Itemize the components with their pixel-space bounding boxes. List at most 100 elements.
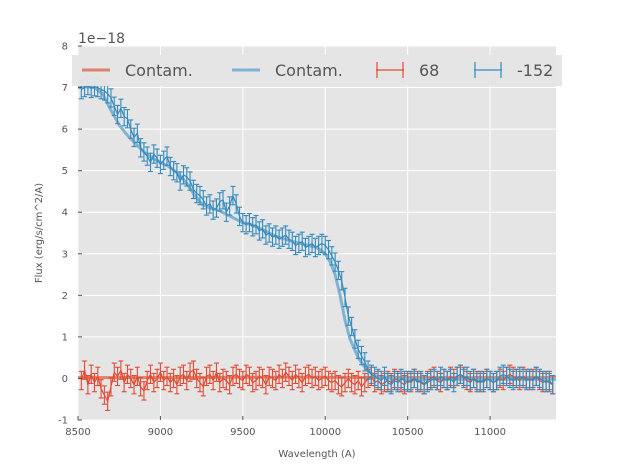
error-bar bbox=[362, 372, 368, 393]
error-bar bbox=[250, 217, 256, 237]
error-bar bbox=[82, 360, 88, 380]
error-bar bbox=[190, 179, 196, 200]
error-bar bbox=[299, 372, 305, 393]
y-tick-label: -1 bbox=[58, 416, 68, 427]
error-bar bbox=[227, 374, 233, 395]
error-bar bbox=[359, 377, 365, 397]
grid bbox=[77, 45, 556, 421]
y-axis-label: Flux (erg/s/cm^2/A) bbox=[34, 183, 45, 283]
error-bar bbox=[233, 194, 239, 214]
error-bar bbox=[141, 142, 147, 162]
error-bar bbox=[266, 366, 272, 387]
error-bar bbox=[111, 362, 117, 382]
error-bar bbox=[230, 185, 236, 206]
error-bar bbox=[289, 370, 295, 391]
error-bar bbox=[240, 212, 246, 233]
error-bar bbox=[108, 377, 114, 397]
plot-background bbox=[78, 46, 556, 420]
error-bar bbox=[451, 372, 457, 393]
error-bar bbox=[279, 227, 285, 247]
error-bar bbox=[546, 370, 552, 391]
error-bar bbox=[213, 198, 219, 218]
error-bar bbox=[177, 171, 183, 191]
error-bar bbox=[243, 364, 249, 384]
error-bar bbox=[256, 366, 262, 387]
error-bar bbox=[477, 370, 483, 391]
y-tick-label: 7 bbox=[62, 83, 68, 94]
error-bar bbox=[359, 345, 365, 366]
error-bar bbox=[148, 152, 154, 173]
error-bar bbox=[180, 364, 186, 384]
error-bar bbox=[217, 372, 223, 393]
error-bar bbox=[263, 374, 269, 395]
error-bar bbox=[279, 368, 285, 389]
error-bar bbox=[401, 370, 407, 391]
error-bar bbox=[306, 235, 312, 256]
error-bar bbox=[293, 364, 299, 384]
error-bar bbox=[101, 385, 107, 405]
error-bar bbox=[530, 370, 536, 391]
error-bar bbox=[161, 370, 167, 391]
error-bar bbox=[164, 146, 170, 166]
error-bar bbox=[246, 366, 252, 387]
error-bar bbox=[237, 206, 243, 227]
error-bar bbox=[233, 364, 239, 384]
error-bar bbox=[134, 123, 140, 143]
error-bar bbox=[494, 370, 500, 391]
error-bar bbox=[339, 377, 345, 397]
error-bar bbox=[543, 372, 549, 393]
error-bar bbox=[312, 366, 318, 387]
error-bar bbox=[471, 368, 477, 389]
error-bar bbox=[184, 167, 190, 187]
error-bar bbox=[131, 374, 137, 395]
error-bar bbox=[273, 225, 279, 245]
error-bar bbox=[115, 104, 121, 125]
error-bar bbox=[411, 368, 417, 389]
error-bar bbox=[421, 374, 427, 395]
legend-entry: Contam. bbox=[82, 61, 193, 80]
error-bar bbox=[213, 362, 219, 382]
error-bar bbox=[78, 370, 84, 391]
error-bar bbox=[335, 260, 341, 281]
error-bar bbox=[286, 229, 292, 249]
x-tick-label: 9500 bbox=[230, 427, 255, 438]
error-bar bbox=[372, 366, 378, 387]
error-bar bbox=[365, 360, 371, 380]
error-bar bbox=[480, 372, 486, 393]
error-bar bbox=[138, 138, 144, 158]
error-bar bbox=[220, 190, 226, 210]
y-tick-label: 4 bbox=[62, 208, 68, 219]
error-bar bbox=[316, 235, 322, 256]
error-bar bbox=[180, 165, 186, 185]
error-bar bbox=[243, 214, 249, 235]
error-bar bbox=[355, 339, 361, 360]
error-bar bbox=[349, 316, 355, 337]
error-bar bbox=[91, 372, 97, 393]
error-bar bbox=[484, 368, 490, 389]
x-tick-label: 10000 bbox=[309, 427, 341, 438]
error-bar bbox=[194, 183, 200, 204]
error-bar bbox=[523, 370, 529, 391]
error-bar bbox=[194, 368, 200, 389]
error-bar bbox=[332, 252, 338, 272]
legend-entry: Contam. bbox=[232, 61, 343, 80]
error-bar bbox=[256, 221, 262, 241]
error-bar bbox=[306, 364, 312, 384]
error-bar bbox=[510, 370, 516, 391]
error-bar bbox=[283, 362, 289, 382]
error-bar bbox=[144, 370, 150, 391]
error-bar bbox=[276, 364, 282, 384]
error-bar bbox=[335, 374, 341, 395]
error-bar bbox=[190, 360, 196, 380]
error-bar bbox=[345, 306, 351, 326]
error-bar bbox=[118, 360, 124, 380]
error-bar bbox=[174, 374, 180, 395]
error-bar bbox=[312, 237, 318, 258]
y-tick-label: 6 bbox=[62, 125, 68, 136]
error-bar bbox=[408, 370, 414, 391]
error-bar bbox=[289, 231, 295, 252]
error-bar bbox=[131, 127, 137, 148]
y-tick-label: 5 bbox=[62, 166, 68, 177]
error-bar bbox=[197, 185, 203, 206]
